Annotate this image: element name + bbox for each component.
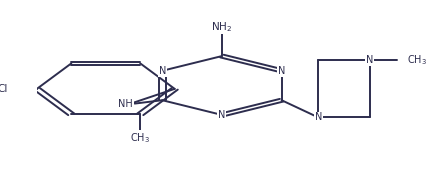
Text: CH$_3$: CH$_3$ [130,131,150,145]
Text: N: N [218,110,226,120]
Text: N: N [278,66,285,76]
Text: Cl: Cl [0,84,7,94]
Text: N: N [159,66,166,76]
Text: CH$_3$: CH$_3$ [407,53,427,67]
Text: N: N [314,113,322,122]
Text: N: N [366,55,373,65]
Text: NH$_2$: NH$_2$ [211,20,232,34]
Text: NH: NH [118,99,133,109]
